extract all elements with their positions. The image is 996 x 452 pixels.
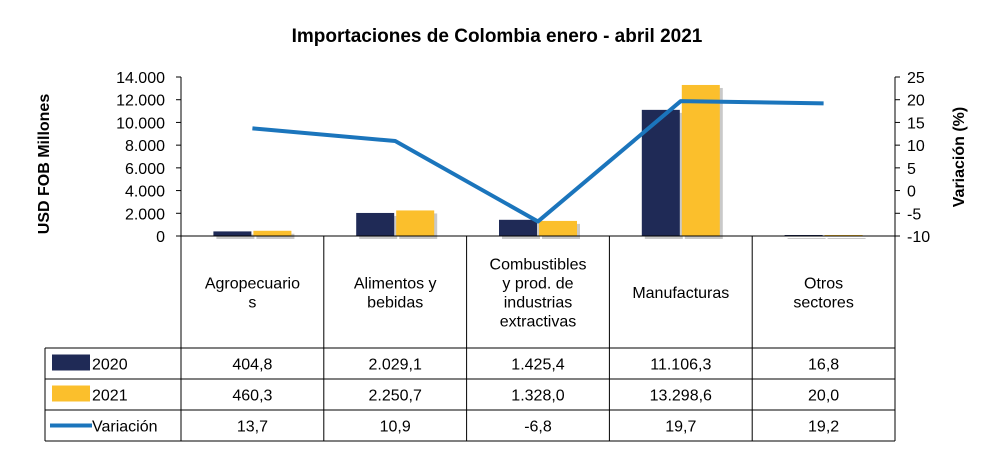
data-label: -6,8 bbox=[524, 419, 552, 436]
y2-tick-label: -10 bbox=[907, 229, 930, 246]
bar-2021 bbox=[253, 230, 292, 236]
x-category-label: Alimentos y bbox=[354, 276, 437, 293]
y2-axis-label: Variación (%) bbox=[951, 107, 968, 207]
data-label: 404,8 bbox=[232, 357, 272, 374]
x-category-label: bebidas bbox=[367, 295, 423, 312]
x-category-label: y prod. de bbox=[502, 276, 573, 293]
bar-2020 bbox=[499, 219, 537, 236]
data-label: 460,3 bbox=[232, 388, 272, 405]
bar-2020 bbox=[356, 212, 395, 236]
y-tick-label: 10.000 bbox=[116, 115, 165, 132]
data-label: 19,7 bbox=[665, 419, 696, 436]
data-label: 10,9 bbox=[380, 419, 411, 436]
data-label: 13,7 bbox=[237, 419, 268, 436]
y-tick-label: 8.000 bbox=[125, 138, 165, 155]
legend-key-2020 bbox=[52, 354, 90, 371]
x-category-label: Agropecuario bbox=[205, 276, 300, 293]
bar-shadow bbox=[827, 238, 866, 239]
legend-label: 2021 bbox=[92, 388, 128, 405]
y2-tick-label: 20 bbox=[907, 93, 925, 110]
data-label: 2.029,1 bbox=[369, 357, 422, 374]
data-label: 16,8 bbox=[808, 357, 839, 374]
x-category-label: Combustibles bbox=[490, 257, 587, 274]
data-label: 11.106,3 bbox=[650, 357, 711, 374]
y-tick-label: 0 bbox=[156, 229, 165, 246]
bar-2020 bbox=[213, 231, 252, 236]
y-tick-label: 6.000 bbox=[125, 161, 165, 178]
bar-shadow bbox=[787, 238, 826, 239]
data-label: 20,0 bbox=[808, 388, 839, 405]
data-table: Agropecuario s Alimentos y bebidas Combustib… bbox=[44, 236, 896, 442]
bar-2021 bbox=[539, 220, 577, 236]
y-tick-label: 2.000 bbox=[125, 206, 165, 223]
line-Variación bbox=[252, 99, 824, 224]
y2-tick-label: -5 bbox=[907, 206, 921, 223]
x-category-label: s bbox=[248, 295, 256, 312]
data-label: 13.298,6 bbox=[650, 388, 712, 405]
y2-tick-label: 25 bbox=[907, 70, 925, 87]
x-category-label: industrias bbox=[504, 295, 572, 312]
y2-tick-label: 15 bbox=[907, 115, 925, 132]
bar-2021 bbox=[396, 210, 435, 236]
chart-title: Importaciones de Colombia enero - abril … bbox=[292, 26, 703, 47]
data-label: 1.328,0 bbox=[511, 388, 564, 405]
x-category-label: sectores bbox=[793, 295, 853, 312]
data-label: 1.425,4 bbox=[511, 357, 564, 374]
x-category-label: Otros bbox=[804, 276, 843, 293]
legend-label: 2020 bbox=[92, 357, 128, 374]
plot-area: 14.000 12.000 10.000 8.000 6.000 4.000 2.000 0 2… bbox=[116, 70, 930, 246]
y-tick-label: 4.000 bbox=[125, 184, 165, 201]
bar-2021 bbox=[681, 84, 720, 236]
data-label: 19,2 bbox=[808, 419, 839, 436]
y-tick-label: 14.000 bbox=[116, 70, 165, 87]
data-label: 2.250,7 bbox=[369, 388, 422, 405]
x-category-label: extractivas bbox=[500, 314, 576, 331]
x-category-label: Manufacturas bbox=[632, 285, 729, 302]
y-axis-label: USD FOB Millones bbox=[36, 94, 53, 235]
legend-key-2021 bbox=[52, 385, 90, 402]
y-tick-label: 12.000 bbox=[116, 93, 165, 110]
legend-label: Variación bbox=[92, 419, 158, 436]
y2-tick-label: 10 bbox=[907, 138, 925, 155]
y2-tick-label: 0 bbox=[907, 184, 916, 201]
y2-tick-label: 5 bbox=[907, 161, 916, 178]
bar-shadow bbox=[216, 234, 255, 239]
